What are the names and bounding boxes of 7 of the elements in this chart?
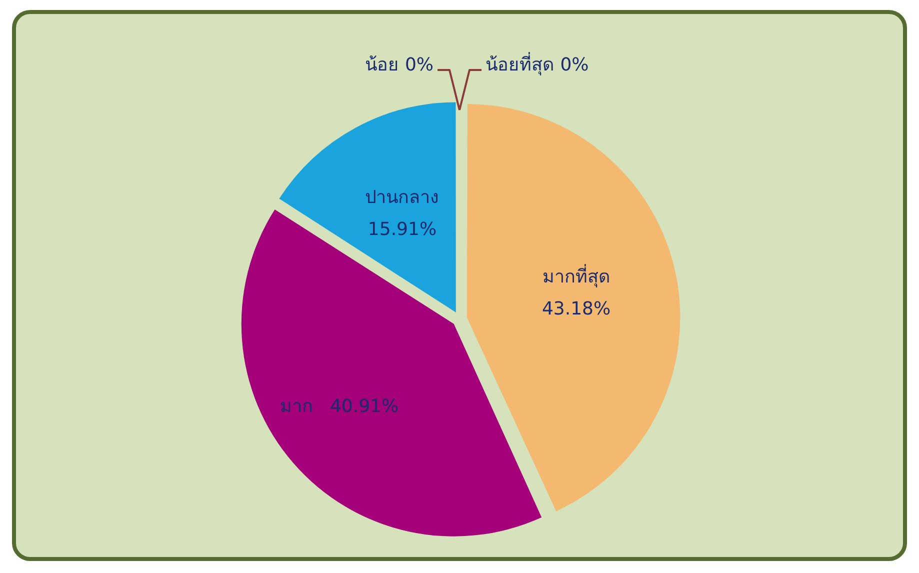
slice-label: มากที่สุด — [542, 263, 610, 288]
data-label: 43.18% — [542, 298, 611, 320]
category-label: น้อย 0% — [365, 54, 434, 76]
slice-label: ปานกลาง — [365, 186, 440, 208]
slice-label: มาก 40.91% — [280, 396, 399, 417]
category-label: น้อยที่สุด 0% — [486, 54, 589, 76]
data-label: 15.91% — [368, 218, 437, 240]
